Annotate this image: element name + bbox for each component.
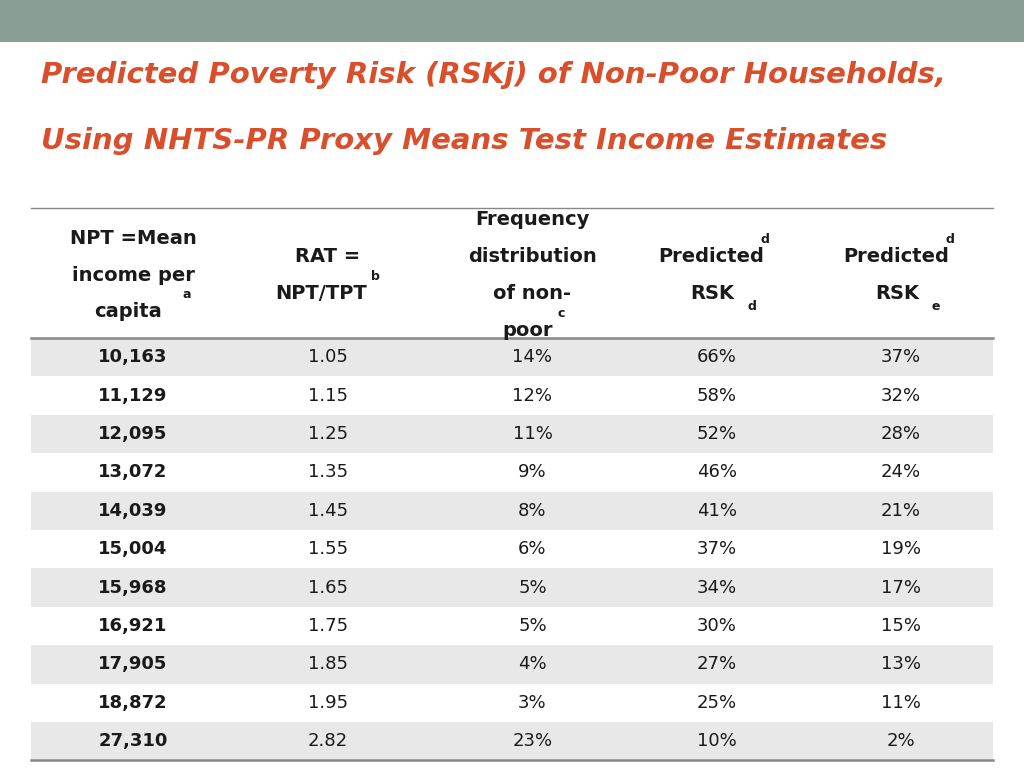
Text: 5%: 5%	[518, 617, 547, 635]
Text: 13,072: 13,072	[98, 463, 168, 482]
Text: NPT/TPT: NPT/TPT	[275, 284, 368, 303]
Text: NPT =Mean: NPT =Mean	[70, 229, 197, 247]
Text: 15,968: 15,968	[98, 578, 168, 597]
Text: 1.35: 1.35	[307, 463, 348, 482]
Text: 11,129: 11,129	[98, 386, 168, 405]
Text: Predicted: Predicted	[658, 247, 765, 266]
Text: 10,163: 10,163	[98, 348, 168, 366]
Text: 1.15: 1.15	[307, 386, 348, 405]
Text: 10%: 10%	[697, 732, 736, 750]
Text: 37%: 37%	[696, 540, 737, 558]
Text: 2%: 2%	[887, 732, 915, 750]
Text: 11%: 11%	[513, 425, 552, 443]
Bar	[31, 492, 993, 530]
Text: RSK: RSK	[691, 284, 734, 303]
Text: b: b	[371, 270, 380, 283]
Text: 1.65: 1.65	[307, 578, 348, 597]
Text: 14%: 14%	[512, 348, 553, 366]
Text: 1.55: 1.55	[307, 540, 348, 558]
Text: 27%: 27%	[696, 655, 737, 674]
Text: d: d	[945, 233, 954, 246]
Text: Frequency: Frequency	[475, 210, 590, 229]
Text: 34%: 34%	[696, 578, 737, 597]
Text: 11%: 11%	[882, 694, 921, 712]
Text: 66%: 66%	[697, 348, 736, 366]
Text: RAT =: RAT =	[295, 247, 360, 266]
Text: of non-: of non-	[494, 284, 571, 303]
Text: 19%: 19%	[881, 540, 922, 558]
Text: 4%: 4%	[518, 655, 547, 674]
Text: a: a	[182, 288, 190, 301]
Bar	[31, 376, 993, 415]
Text: 3%: 3%	[518, 694, 547, 712]
Text: 1.05: 1.05	[308, 348, 347, 366]
Text: 17%: 17%	[881, 578, 922, 597]
Text: 41%: 41%	[696, 502, 737, 520]
Text: 24%: 24%	[881, 463, 922, 482]
Text: 58%: 58%	[696, 386, 737, 405]
Text: 13%: 13%	[881, 655, 922, 674]
Text: 46%: 46%	[696, 463, 737, 482]
Text: e: e	[932, 300, 940, 313]
Bar	[31, 530, 993, 568]
Bar	[31, 568, 993, 607]
Text: 27,310: 27,310	[98, 732, 168, 750]
Text: capita: capita	[94, 303, 162, 321]
Text: 23%: 23%	[512, 732, 553, 750]
Text: income per: income per	[72, 266, 195, 284]
Text: 1.95: 1.95	[307, 694, 348, 712]
Text: 15%: 15%	[881, 617, 922, 635]
Text: 30%: 30%	[697, 617, 736, 635]
Text: 21%: 21%	[881, 502, 922, 520]
Text: 1.85: 1.85	[307, 655, 348, 674]
Text: Predicted Poverty Risk (RSKj) of Non-Poor Households,: Predicted Poverty Risk (RSKj) of Non-Poo…	[41, 61, 946, 89]
Text: 37%: 37%	[881, 348, 922, 366]
Text: 5%: 5%	[518, 578, 547, 597]
Text: 32%: 32%	[881, 386, 922, 405]
Bar	[31, 338, 993, 376]
Bar	[31, 607, 993, 645]
Text: 1.75: 1.75	[307, 617, 348, 635]
Text: c: c	[557, 306, 564, 319]
Text: 52%: 52%	[696, 425, 737, 443]
Text: 6%: 6%	[518, 540, 547, 558]
Text: d: d	[761, 233, 770, 246]
Text: 8%: 8%	[518, 502, 547, 520]
Text: 1.45: 1.45	[307, 502, 348, 520]
Bar	[0, 0, 1024, 42]
Text: d: d	[748, 300, 757, 313]
Text: Using NHTS-PR Proxy Means Test Income Estimates: Using NHTS-PR Proxy Means Test Income Es…	[41, 127, 887, 154]
Text: 15,004: 15,004	[98, 540, 168, 558]
Bar	[31, 645, 993, 684]
Bar	[31, 453, 993, 492]
Text: 12%: 12%	[512, 386, 553, 405]
Text: Predicted: Predicted	[843, 247, 949, 266]
Text: 9%: 9%	[518, 463, 547, 482]
Bar	[31, 722, 993, 760]
Text: 14,039: 14,039	[98, 502, 168, 520]
Text: 12,095: 12,095	[98, 425, 168, 443]
Text: poor: poor	[502, 321, 553, 339]
Text: 1.25: 1.25	[307, 425, 348, 443]
Text: 16,921: 16,921	[98, 617, 168, 635]
Text: 2.82: 2.82	[307, 732, 348, 750]
Text: 17,905: 17,905	[98, 655, 168, 674]
Bar	[31, 415, 993, 453]
Text: 18,872: 18,872	[98, 694, 168, 712]
Text: distribution: distribution	[468, 247, 597, 266]
Text: 25%: 25%	[696, 694, 737, 712]
Text: RSK: RSK	[876, 284, 919, 303]
Text: 28%: 28%	[881, 425, 922, 443]
Bar	[31, 684, 993, 722]
